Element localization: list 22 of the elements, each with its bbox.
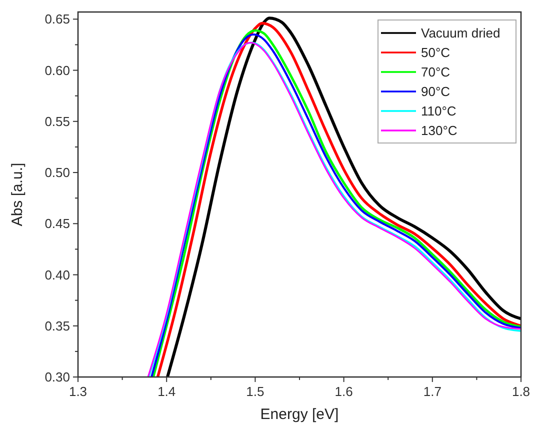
legend-label: 70°C (421, 64, 450, 80)
x-tick-label: 1.4 (158, 384, 176, 399)
x-tick-label: 1.6 (334, 384, 353, 399)
x-tick-label: 1.7 (423, 384, 442, 399)
y-tick-label: 0.40 (44, 267, 70, 282)
x-tick-label: 1.5 (246, 384, 264, 399)
legend-label: Vacuum dried (421, 26, 500, 41)
y-tick-label: 0.60 (44, 62, 70, 78)
legend-label: 50°C (421, 45, 450, 60)
y-tick-label: 0.35 (44, 318, 70, 334)
legend-label: 90°C (421, 84, 450, 100)
x-tick-label: 1.8 (512, 384, 530, 399)
y-axis-title: Abs [a.u.] (9, 162, 26, 226)
y-tick-label: 0.50 (44, 165, 70, 180)
x-tick-label: 1.3 (68, 384, 88, 399)
legend-label: 110°C (421, 104, 456, 119)
y-tick-label: 0.55 (44, 114, 70, 129)
y-tick-label: 0.65 (44, 12, 70, 27)
y-tick-label: 0.30 (44, 370, 70, 385)
legend-label: 130°C (421, 123, 458, 138)
y-tick-label: 0.45 (44, 216, 70, 232)
x-axis-title: Energy [eV] (260, 406, 339, 423)
